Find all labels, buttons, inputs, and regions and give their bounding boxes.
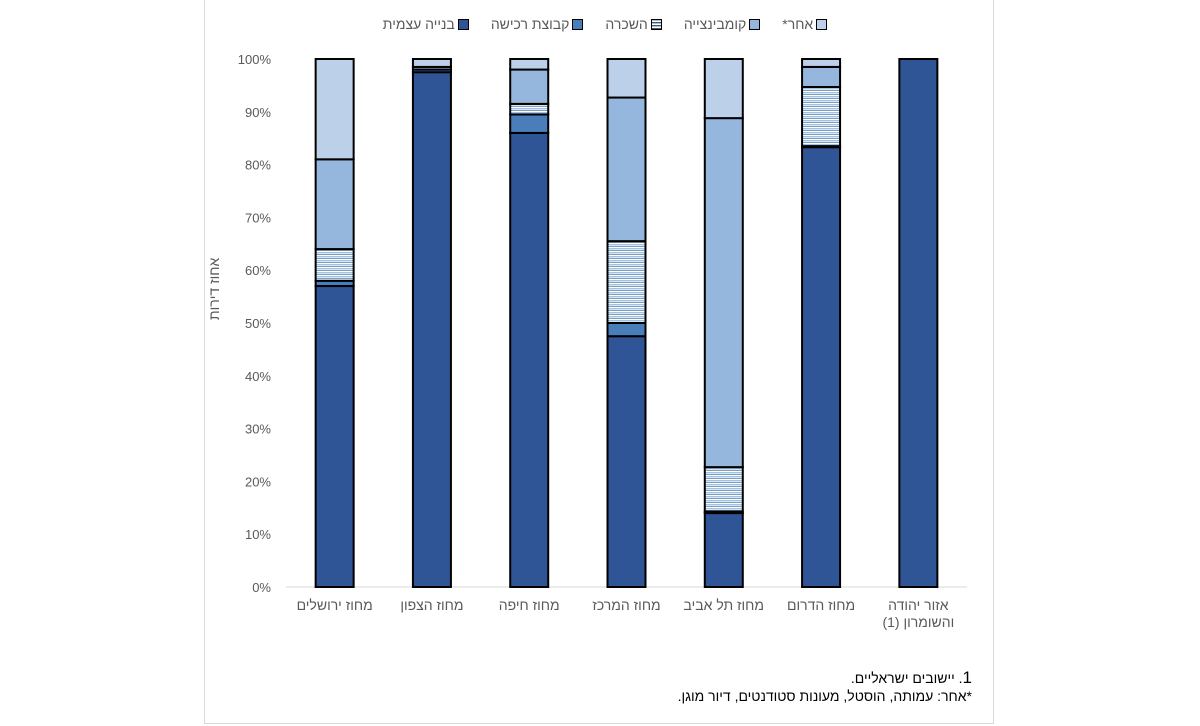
y-tick-label: 90% [245, 105, 271, 120]
x-tick-label-line: מחוז חיפה [498, 597, 560, 613]
bar-segment [703, 466, 744, 513]
bar-stack [411, 58, 452, 588]
legend-item: קבוצת רכישה [491, 16, 584, 32]
legend: בנייה עצמית קבוצת רכישה השכרה קומבינצייה אחר… [380, 14, 830, 34]
bar-segment [606, 335, 647, 589]
footnote-2: *אחר: עמותה, הוסטל, מעונות סטודנטים, דיו… [677, 688, 972, 704]
bar-segment [801, 65, 842, 88]
x-tick-label-line: אזור יהודה [888, 597, 949, 613]
bar-segment [314, 285, 355, 588]
bar-segment [509, 58, 550, 71]
bar-segment [801, 58, 842, 68]
footnote-1-number: 1 [962, 668, 972, 687]
bar-segment [898, 58, 939, 588]
y-tick-label: 20% [245, 474, 271, 489]
y-tick-label: 30% [245, 422, 271, 437]
bar-segment [509, 113, 550, 134]
x-tick-label: מחוז תל אביב [669, 597, 779, 614]
chart-frame [204, 0, 994, 724]
y-tick-label: 100% [238, 52, 272, 67]
x-tick-label: מחוז הצפון [377, 597, 487, 614]
bar-segment [801, 146, 842, 588]
bar-segment [314, 158, 355, 251]
legend-item: קומבינצייה [683, 16, 761, 32]
legend-label: אחר* [782, 16, 814, 32]
bar-stack [801, 58, 842, 588]
x-tick-label: מחוז המרכז [572, 597, 682, 614]
bar-segment [703, 512, 744, 589]
bar-segment [314, 58, 355, 161]
bar-stack [703, 58, 744, 589]
bar-stack [314, 58, 355, 588]
bar-segment [606, 96, 647, 243]
y-tick-label: 60% [245, 263, 271, 278]
legend-label: קומבינצייה [683, 16, 747, 32]
x-tick-label: מחוז ירושלים [280, 597, 390, 614]
x-tick-label-line: מחוז הצפון [400, 597, 464, 613]
y-tick-label: 80% [245, 158, 271, 173]
x-tick-label-line: מחוז המרכז [592, 597, 661, 613]
y-tick-label: 0% [252, 580, 271, 595]
legend-swatch [816, 18, 828, 30]
legend-item: השכרה [605, 16, 662, 32]
bar-segment [606, 322, 647, 338]
legend-swatch [457, 18, 469, 30]
legend-swatch [650, 18, 662, 30]
footnote-1: 1. יישובים ישראליים. [851, 668, 972, 688]
bar-segment [411, 58, 452, 68]
bar-segment [411, 71, 452, 588]
y-tick-label: 70% [245, 210, 271, 225]
legend-label: בנייה עצמית [382, 16, 455, 32]
bar-segment [801, 85, 842, 148]
x-tick-label: מחוז חיפה [474, 597, 584, 614]
bar-segment [509, 102, 550, 116]
legend-label: השכרה [605, 16, 648, 32]
bar-stack [898, 58, 939, 588]
bar-segment [606, 58, 647, 99]
legend-label: קבוצת רכישה [490, 16, 570, 32]
bar-segment [606, 240, 647, 324]
bar-segment [509, 131, 550, 588]
y-tick-label: 50% [245, 316, 271, 331]
bar-segment [509, 68, 550, 105]
legend-swatch [572, 18, 584, 30]
bar-segment [703, 58, 744, 120]
footnote-1-text: . יישובים ישראליים. [850, 670, 963, 686]
x-tick-label: אזור יהודה והשומרון (1) [863, 597, 973, 631]
bar-segment [703, 117, 744, 469]
y-tick-label: 40% [245, 369, 271, 384]
bar-stack [509, 58, 550, 588]
legend-swatch [749, 18, 761, 30]
x-tick-label-line: מחוז ירושלים [296, 597, 373, 613]
x-tick-label: מחוז הדרום [766, 597, 876, 614]
bar-segment [314, 248, 355, 282]
legend-item: אחר* [782, 16, 828, 32]
legend-item: בנייה עצמית [383, 16, 469, 32]
bar-stack [606, 58, 647, 589]
x-tick-label-line: והשומרון (1) [882, 614, 955, 630]
x-tick-label-line: מחוז הדרום [786, 597, 856, 613]
y-tick-label: 10% [245, 527, 271, 542]
x-tick-label-line: מחוז תל אביב [683, 597, 765, 613]
